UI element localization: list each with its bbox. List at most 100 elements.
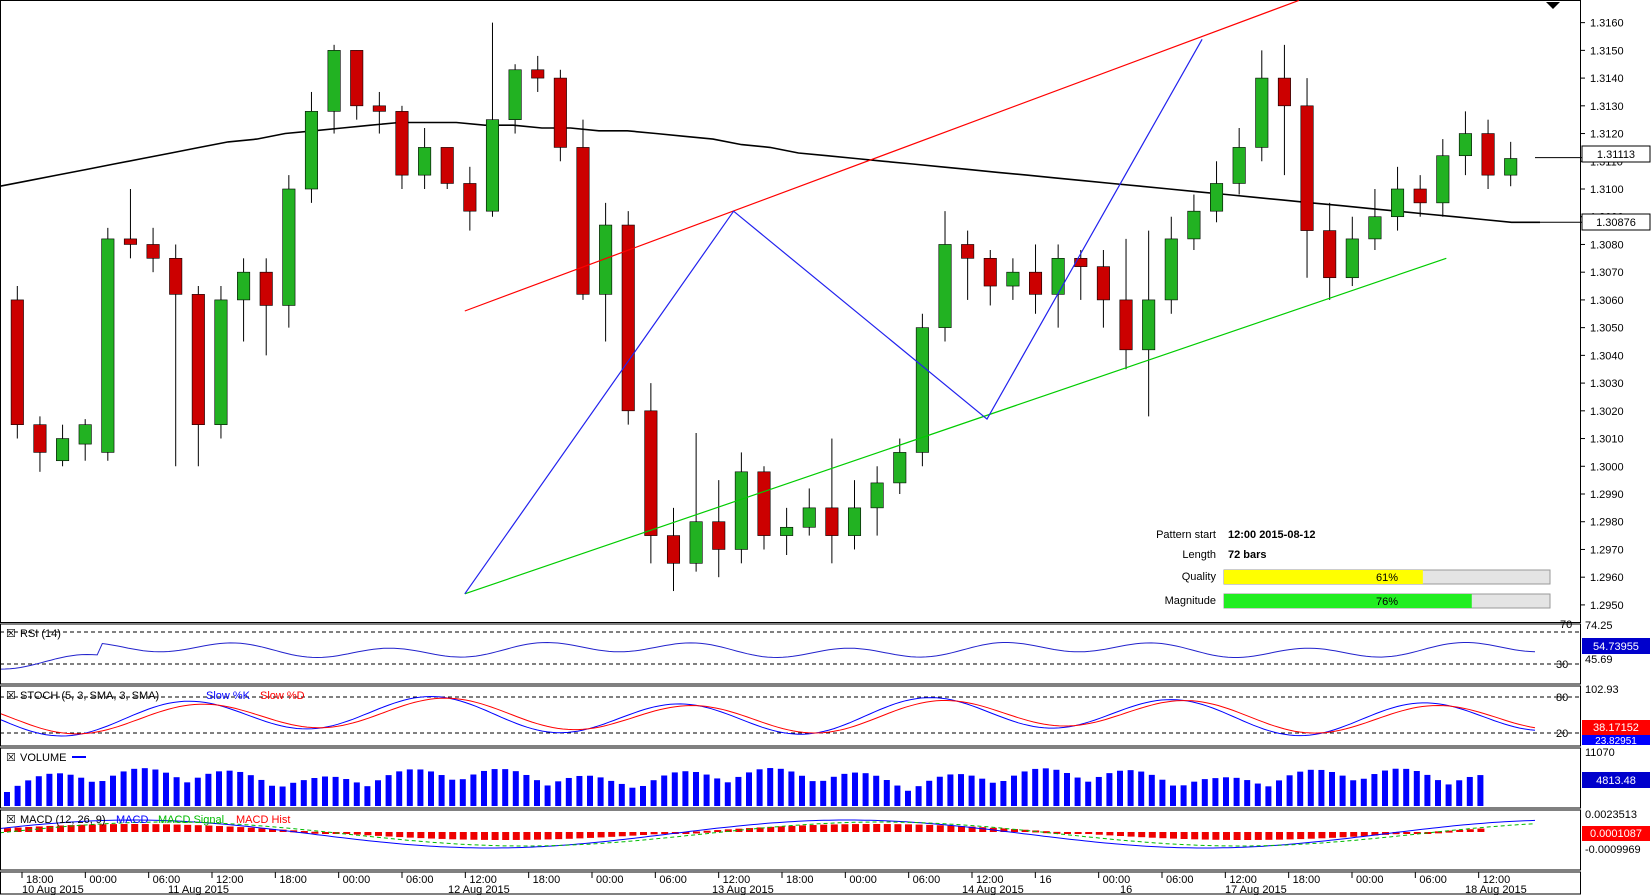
price-tick-label: 1.3070 — [1590, 267, 1624, 279]
macd-hist-bar — [1286, 832, 1294, 840]
volume-bar — [110, 775, 116, 806]
volume-bar — [279, 786, 286, 806]
macd-hist-bar — [46, 825, 54, 832]
macd-hist-bar — [1413, 832, 1421, 834]
macd-hist-bar — [1329, 832, 1336, 838]
volume-bar — [1042, 768, 1049, 806]
volume-bar — [353, 782, 360, 806]
volume-bar — [1223, 777, 1229, 806]
macd-hist-bar — [163, 824, 170, 832]
time-tick-label: 00:00 — [1356, 874, 1384, 886]
macd-hist-bar — [353, 832, 361, 835]
macd-hist-bar — [968, 826, 976, 832]
rsi-close-icon[interactable]: ☒ — [6, 628, 16, 640]
volume-bar — [1095, 776, 1102, 806]
volume-bar — [799, 775, 805, 806]
candle-body — [1096, 266, 1110, 301]
macd-hist-bar — [1435, 831, 1442, 834]
candle-body — [395, 111, 409, 176]
macd-hist-bar — [120, 824, 128, 832]
candle-body — [1074, 258, 1088, 267]
macd-hist-bar — [1318, 832, 1326, 839]
macd-hist-bar — [428, 832, 435, 839]
candle-body — [1323, 230, 1337, 279]
candle-body — [1255, 77, 1269, 148]
candle-body — [1368, 216, 1382, 240]
macd-hist-bar — [1170, 832, 1177, 839]
volume-close-icon[interactable]: ☒ — [6, 752, 16, 764]
volume-bar — [534, 780, 540, 806]
macd-signal-line — [0, 821, 1536, 847]
time-tick-label: 18:00 — [533, 874, 561, 886]
macd-hist-bar — [555, 832, 563, 840]
price-tick-label: 1.2950 — [1590, 600, 1624, 612]
macd-hist-bar — [1360, 832, 1368, 837]
volume-bar — [1392, 768, 1399, 806]
volume-bar — [491, 769, 498, 806]
volume-bar — [481, 770, 487, 806]
volume-bar — [1064, 772, 1070, 806]
macd-hist-bar — [1350, 832, 1358, 837]
volume-bar — [459, 779, 466, 806]
candle-body — [1029, 271, 1043, 295]
time-tick-label: 18:00 — [1293, 874, 1321, 886]
volume-bar — [883, 780, 890, 806]
volume-bar — [1350, 780, 1357, 806]
volume-bar — [640, 785, 646, 806]
volume-bar — [597, 777, 604, 806]
candle-body — [734, 471, 748, 550]
volume-bar — [1074, 777, 1081, 806]
time-tick-label: 00:00 — [849, 874, 877, 886]
macd-hist-bar — [1254, 832, 1262, 840]
volume-bar — [693, 772, 699, 806]
volume-bar — [947, 774, 954, 806]
candle-body — [757, 471, 771, 536]
volume-panel-frame — [0, 747, 1581, 809]
volume-bar — [343, 779, 350, 806]
candle-body — [463, 183, 477, 212]
macd-close-icon[interactable]: ☒ — [6, 814, 16, 826]
macd-hist-bar — [1223, 832, 1230, 840]
volume-bar — [979, 778, 986, 806]
candle-body — [101, 238, 115, 453]
stoch-close-icon[interactable]: ☒ — [6, 690, 16, 702]
scroll-end-icon[interactable] — [1546, 2, 1560, 9]
price-tick-label: 1.2970 — [1590, 544, 1624, 556]
macd-hist-bar — [1042, 831, 1050, 834]
macd-hist-bar — [1117, 832, 1124, 837]
candle-body — [1345, 238, 1359, 279]
current-price-value: 1.31113 — [1597, 149, 1635, 161]
candle-body — [983, 258, 997, 287]
volume-bar — [57, 773, 63, 806]
candle-body — [780, 526, 794, 536]
macd-hist-bar — [735, 828, 743, 832]
stoch-tick-top: 102.93 — [1585, 684, 1619, 696]
price-tick-label: 1.3150 — [1590, 45, 1624, 57]
candle-body — [689, 521, 703, 564]
volume-bar — [396, 771, 403, 806]
macd-hist-bar — [756, 827, 764, 832]
volume-bar — [1011, 775, 1017, 806]
price-tick-label: 1.3060 — [1590, 295, 1624, 307]
macd-hist-bar — [322, 832, 329, 834]
date-label: 11 Aug 2015 — [168, 884, 229, 895]
candle-body — [485, 119, 499, 212]
pattern-start-value: 12:00 2015-08-12 — [1228, 529, 1315, 541]
volume-bar — [300, 780, 307, 806]
candle-body — [350, 50, 364, 107]
volume-bar — [1053, 769, 1060, 806]
macd-hist-bar — [1106, 832, 1114, 836]
candle-body — [1277, 77, 1291, 107]
macd-hist-bar — [4, 828, 11, 832]
volume-bar — [205, 773, 212, 806]
time-axis-frame — [0, 871, 1581, 895]
macd-legend-hist: MACD Hist — [236, 814, 290, 826]
volume-bar — [173, 777, 180, 806]
volume-current-value: 4813.48 — [1596, 775, 1636, 787]
macd-hist-bar — [131, 824, 139, 832]
macd-hist-bar — [777, 826, 785, 832]
volume-bar — [406, 769, 413, 806]
price-tick-label: 1.3050 — [1590, 323, 1624, 335]
volume-bar — [1435, 780, 1441, 806]
